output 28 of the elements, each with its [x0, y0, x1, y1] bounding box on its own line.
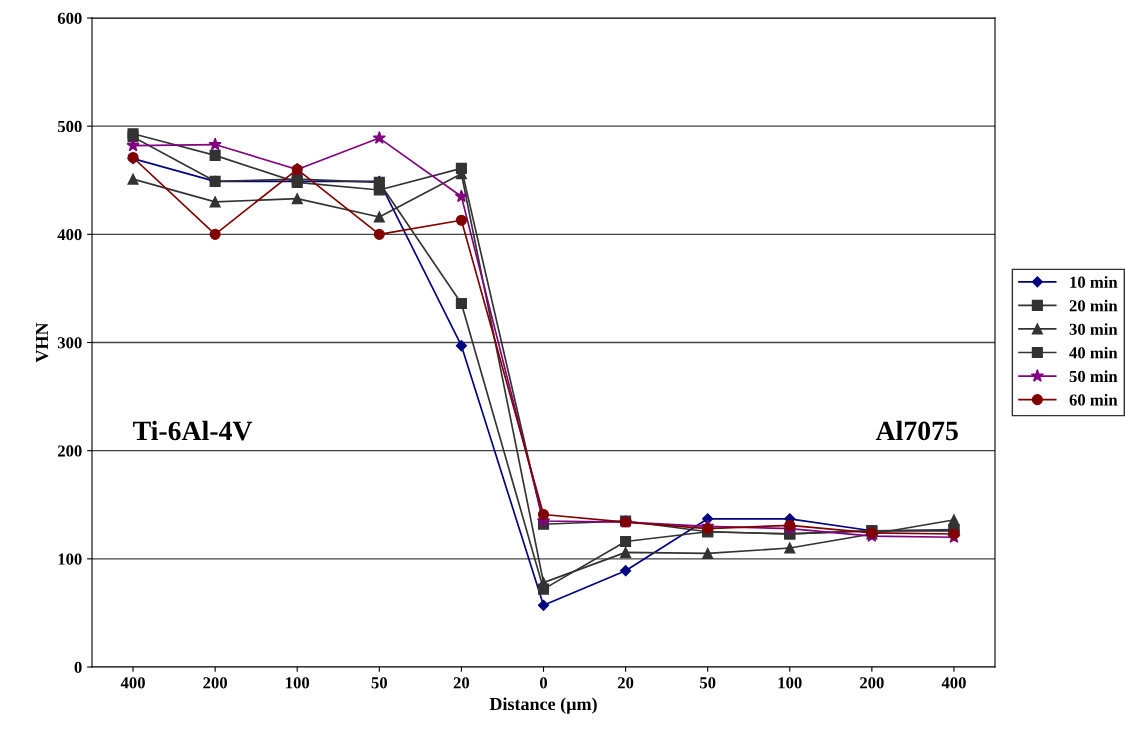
x-tick-label: 50 — [700, 677, 716, 689]
y-tick-label: 500 — [57, 120, 82, 133]
y-tick-label: 100 — [58, 553, 82, 565]
x-tick-label: 400 — [941, 677, 966, 689]
x-axis-title: Distance (µm) — [489, 697, 597, 714]
x-tick-label: 50 — [371, 677, 388, 689]
x-tick-label: 100 — [778, 677, 802, 689]
x-tick-label: 20 — [453, 677, 470, 689]
annotation: Al7075 — [875, 420, 958, 441]
legend-label: 60 min — [1069, 393, 1118, 406]
x-tick-label: 0 — [539, 677, 548, 689]
y-tick-label: 200 — [57, 445, 82, 457]
legend-label: 50 min — [1069, 370, 1118, 383]
x-tick-label: 20 — [617, 677, 634, 689]
y-tick-label: 0 — [74, 661, 82, 673]
legend-label: 20 min — [1069, 299, 1118, 312]
x-tick-label: 200 — [203, 677, 227, 689]
x-tick-label: 400 — [120, 677, 145, 689]
legend-label: 10 min — [1070, 276, 1118, 288]
y-tick-label: 300 — [57, 337, 82, 349]
annotation: Ti-6Al-4V — [133, 420, 253, 441]
y-tick-label: 400 — [57, 229, 82, 241]
y-axis-title: VHN — [36, 322, 49, 363]
x-tick-label: 100 — [286, 677, 310, 689]
legend-label: 40 min — [1069, 346, 1118, 359]
legend-label: 30 min — [1069, 323, 1118, 335]
y-tick-label: 600 — [57, 12, 82, 24]
x-tick-label: 200 — [860, 677, 884, 689]
